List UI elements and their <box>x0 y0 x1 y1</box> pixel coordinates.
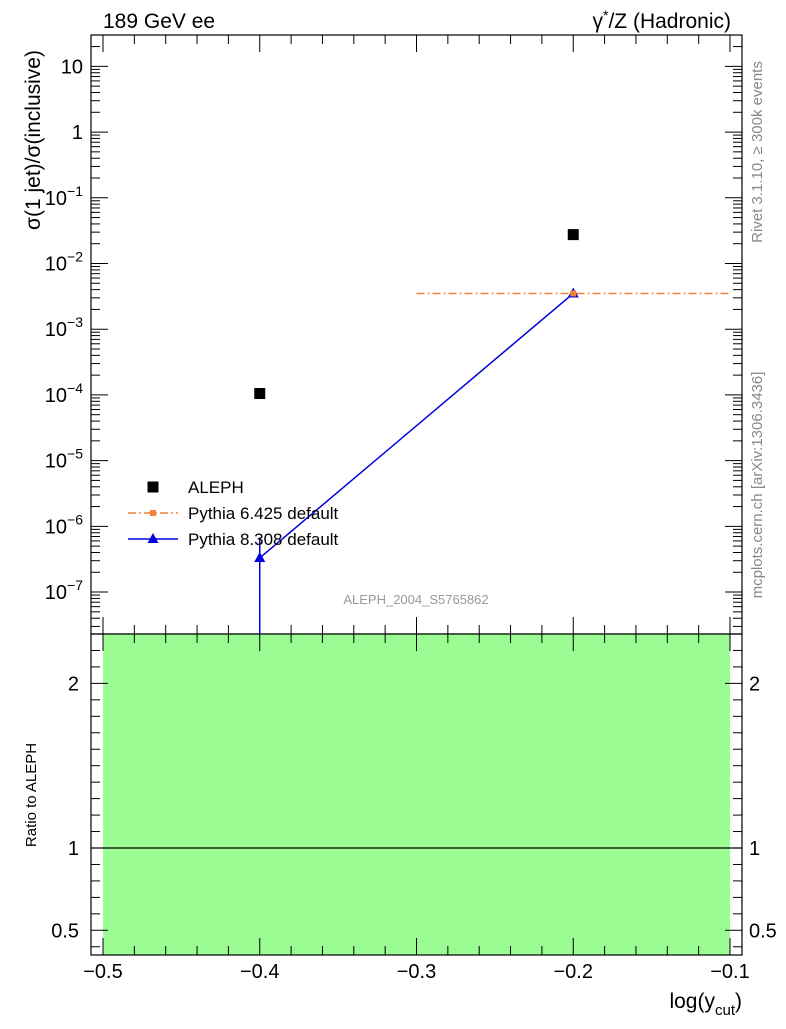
x-tick-label: −0.1 <box>710 961 749 983</box>
x-tick-label: −0.4 <box>240 961 279 983</box>
main-y-tick-label: 10−5 <box>45 446 83 473</box>
ratio-y-axis-label: Ratio to ALEPH <box>23 743 40 847</box>
main-y-tick-label: 10−1 <box>45 183 83 210</box>
ratio-y-tick-label-right: 2 <box>749 673 760 695</box>
mcplots-label: mcplots.cern.ch [arXiv:1306.3436] <box>749 372 766 599</box>
main-y-tick-label: 10−7 <box>45 577 83 604</box>
main-y-tick-label: 10−3 <box>45 314 83 341</box>
x-tick-label: −0.2 <box>554 961 593 983</box>
ratio-uncertainty-band <box>103 634 730 955</box>
main-y-tick-label: 10 <box>61 56 83 78</box>
axis-ticks: 10−7 10−6 10−5 10−4 10−3 10−2 10−1 1 10 −0.5 −0.4 −… <box>45 34 777 983</box>
legend-pythia8-marker <box>147 533 159 543</box>
legend-pythia6-marker <box>150 510 156 516</box>
header-right: γ*/Z (Hadronic) <box>593 7 731 33</box>
rivet-version-label: Rivet 3.1.10, ≥ 300k events <box>749 61 766 243</box>
aleph-marker <box>254 388 266 400</box>
ratio-y-tick-label-right: 0.5 <box>749 920 777 942</box>
x-tick-label: −0.5 <box>83 961 122 983</box>
ratio-y-tick-label: 1 <box>68 838 79 860</box>
legend-pythia6-label: Pythia 6.425 default <box>188 504 339 523</box>
main-y-tick-label: 10−4 <box>45 380 83 407</box>
legend-pythia8-label: Pythia 8.308 default <box>188 530 339 549</box>
legend: ALEPH Pythia 6.425 default Pythia 8.308 de… <box>128 478 339 549</box>
pythia6-marker <box>570 290 577 297</box>
main-y-tick-label: 10−2 <box>45 248 83 275</box>
ratio-y-tick-label: 0.5 <box>51 920 79 942</box>
header-left: 189 GeV ee <box>103 10 215 33</box>
ratio-plot-area <box>90 633 743 956</box>
x-axis-label: log(ycut) <box>669 990 742 1019</box>
aleph-marker <box>567 229 579 241</box>
data-marks <box>254 229 730 634</box>
ratio-y-tick-label-right: 1 <box>749 838 760 860</box>
analysis-id-label: ALEPH_2004_S5765862 <box>343 592 488 607</box>
ratio-y-tick-label: 2 <box>68 673 79 695</box>
main-y-tick-label: 10−6 <box>45 511 83 538</box>
pythia8-marker <box>254 551 266 562</box>
legend-aleph-label: ALEPH <box>188 478 244 497</box>
main-y-axis-label: σ(1 jet)/σ(inclusive) <box>22 50 45 230</box>
pythia8-line <box>259 292 574 559</box>
x-tick-label: −0.3 <box>397 961 436 983</box>
main-y-tick-label: 1 <box>72 122 83 144</box>
legend-aleph-marker <box>147 481 159 493</box>
